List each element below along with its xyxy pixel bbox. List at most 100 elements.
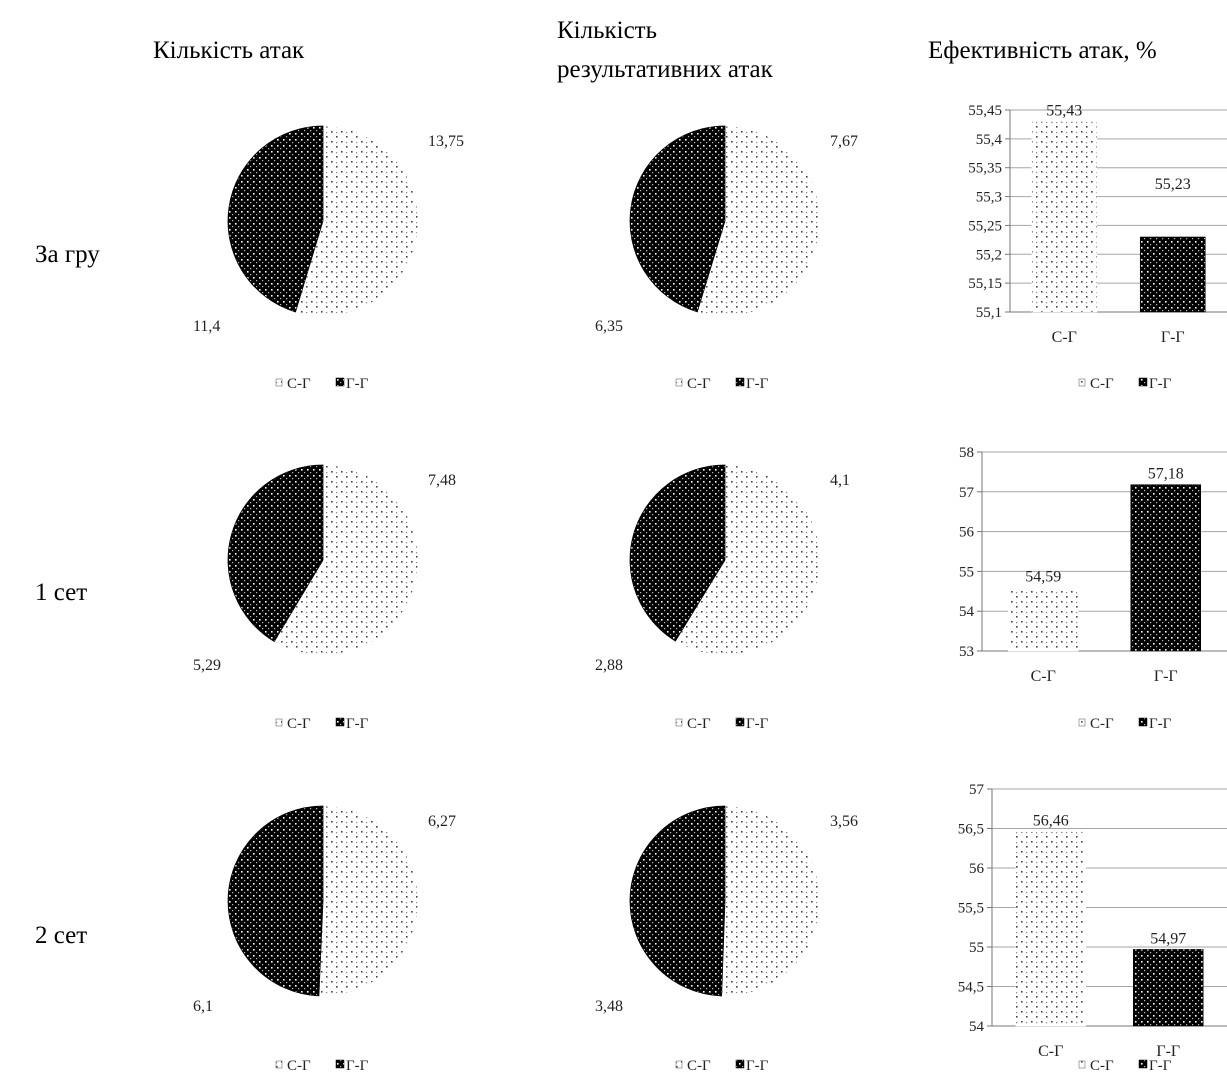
pie-chart-4: 4,1 2,88 С-Г Г-Г xyxy=(595,464,850,732)
pie-value-label-0-0: 13,75 xyxy=(428,133,464,150)
pie-value-label-7-0: 3,56 xyxy=(830,813,858,830)
pie-1-legend-label-1: Г-Г xyxy=(746,376,769,392)
bar-8-1 xyxy=(1133,949,1204,1027)
pie-7-legend-marker-0 xyxy=(675,1060,683,1069)
bar-category-label-5-1: Г-Г xyxy=(1154,668,1178,685)
pie-0-legend-marker-0 xyxy=(275,378,283,387)
bar-tick-label-8-0: 54 xyxy=(969,1019,985,1035)
bar-chart-8: 54 54,5 55 55,5 56 56,5 57 56,46 С-Г 54,97 Г-Г С-Г Г… xyxy=(958,782,1227,1074)
bar-5-0 xyxy=(1008,587,1079,652)
pie-chart-0: 13,75 11,4 С-Г Г-Г xyxy=(193,125,464,392)
pie-4-legend-label-1: Г-Г xyxy=(746,716,769,732)
bar-category-label-2-0: С-Г xyxy=(1052,329,1077,346)
bar-tick-label-8-5: 56,5 xyxy=(958,822,984,838)
bar-value-label-2-1: 55,23 xyxy=(1155,176,1191,193)
bar-5-legend-marker-1 xyxy=(1138,717,1148,727)
bar-2-1 xyxy=(1139,236,1206,313)
pie-3-legend-marker-1 xyxy=(335,717,345,727)
pie-value-label-7-1: 3,48 xyxy=(595,998,623,1015)
pie-slice-0-0 xyxy=(295,125,419,317)
bar-tick-label-2-7: 55,45 xyxy=(968,103,1002,119)
bar-8-legend-label-0: С-Г xyxy=(1090,1058,1114,1074)
bar-tick-label-5-3: 56 xyxy=(959,525,975,541)
bar-8-legend-marker-1 xyxy=(1138,1059,1148,1069)
pie-4-legend-label-0: С-Г xyxy=(687,716,711,732)
header-col-1-line-1: Кількість атак xyxy=(153,37,305,64)
pie-slice-0-1 xyxy=(227,125,324,313)
header-col-2-line-2: результативних атак xyxy=(557,56,774,83)
bar-8-legend-label-1: Г-Г xyxy=(1149,1058,1172,1074)
bar-tick-label-5-2: 55 xyxy=(959,564,974,580)
pie-slice-4-1 xyxy=(629,464,726,642)
pie-slice-7-1 xyxy=(629,805,726,997)
bar-tick-label-2-4: 55,3 xyxy=(976,190,1002,206)
bar-5-legend-label-0: С-Г xyxy=(1090,716,1114,732)
header-col-2-line-1: Кількість xyxy=(557,17,657,44)
bar-tick-label-5-1: 54 xyxy=(959,604,975,620)
bar-5-legend-marker-0 xyxy=(1078,718,1086,727)
bar-2-legend-label-0: С-Г xyxy=(1090,376,1114,392)
pie-6-legend-label-1: Г-Г xyxy=(346,1058,369,1074)
bar-tick-label-8-2: 55 xyxy=(969,940,984,956)
bar-tick-label-2-6: 55,4 xyxy=(976,132,1003,148)
pie-chart-6: 6,27 6,1 С-Г Г-Г xyxy=(193,805,456,1074)
pie-chart-7: 3,56 3,48 С-Г Г-Г xyxy=(595,805,858,1074)
pie-4-legend-marker-0 xyxy=(675,718,683,727)
bar-tick-label-5-0: 53 xyxy=(959,644,974,660)
pie-value-label-6-1: 6,1 xyxy=(193,998,213,1015)
pie-value-label-0-1: 11,4 xyxy=(193,318,220,335)
pie-value-label-3-0: 7,48 xyxy=(428,472,456,489)
row-label-set-2: 2 сет xyxy=(35,922,87,949)
bar-value-label-5-0: 54,59 xyxy=(1025,569,1061,586)
pie-3-legend-marker-0 xyxy=(275,718,283,727)
pie-slice-6-0 xyxy=(318,805,419,997)
bar-2-legend-marker-1 xyxy=(1138,377,1148,387)
bar-category-label-8-1: Г-Г xyxy=(1156,1043,1180,1060)
pie-7-legend-marker-1 xyxy=(735,1059,745,1069)
bar-chart-2: 55,1 55,15 55,2 55,25 55,3 55,35 55,4 55,45 55,4… xyxy=(968,103,1227,392)
pie-value-label-3-1: 5,29 xyxy=(193,657,221,674)
column-headers: Кількість атак Кількість результативних … xyxy=(153,17,1157,83)
pie-6-legend-label-0: С-Г xyxy=(287,1058,311,1074)
pie-slice-7-0 xyxy=(721,805,821,997)
bar-2-0 xyxy=(1031,121,1098,313)
bar-tick-label-2-3: 55,25 xyxy=(968,218,1002,234)
bar-tick-label-5-5: 58 xyxy=(959,445,974,461)
pie-6-legend-marker-1 xyxy=(335,1059,345,1069)
bar-tick-label-8-3: 55,5 xyxy=(958,901,984,917)
bar-tick-label-8-4: 56 xyxy=(969,861,985,877)
pie-value-label-1-0: 7,67 xyxy=(830,133,858,150)
pie-chart-1: 7,67 6,35 С-Г Г-Г xyxy=(595,125,858,392)
bar-tick-label-2-0: 55,1 xyxy=(976,305,1002,321)
pie-slice-4-0 xyxy=(674,464,821,656)
pie-slice-3-1 xyxy=(227,464,324,643)
bar-tick-label-8-1: 54,5 xyxy=(958,980,984,996)
bar-tick-label-2-5: 55,35 xyxy=(968,161,1002,177)
pie-value-label-4-0: 4,1 xyxy=(830,472,850,489)
bar-tick-label-8-6: 57 xyxy=(969,782,985,798)
bar-value-label-5-1: 57,18 xyxy=(1148,466,1184,483)
pie-7-legend-label-1: Г-Г xyxy=(746,1058,769,1074)
pie-1-legend-marker-0 xyxy=(675,378,683,387)
bar-2-legend-marker-0 xyxy=(1078,378,1086,387)
row-label-game: За гру xyxy=(35,241,100,268)
bar-category-label-8-0: С-Г xyxy=(1038,1043,1063,1060)
pie-3-legend-label-1: Г-Г xyxy=(346,716,369,732)
bar-8-legend-marker-0 xyxy=(1078,1060,1086,1069)
bar-value-label-2-0: 55,43 xyxy=(1046,103,1082,120)
pie-3-legend-label-0: С-Г xyxy=(287,716,311,732)
bar-chart-5: 53 54 55 56 57 58 54,59 С-Г 57,18 Г-Г С-Г Г-Г xyxy=(959,445,1227,732)
pie-1-legend-marker-1 xyxy=(735,377,745,387)
pie-0-legend-marker-1 xyxy=(335,377,345,387)
pie-chart-3: 7,48 5,29 С-Г Г-Г xyxy=(193,464,456,732)
pie-value-label-1-1: 6,35 xyxy=(595,318,623,335)
bar-value-label-8-1: 54,97 xyxy=(1150,930,1186,947)
bar-tick-label-2-2: 55,2 xyxy=(976,247,1002,263)
bar-category-label-2-1: Г-Г xyxy=(1161,329,1185,346)
pie-4-legend-marker-1 xyxy=(735,717,745,727)
row-label-set-1: 1 сет xyxy=(35,579,87,606)
bar-category-label-5-0: С-Г xyxy=(1031,668,1056,685)
